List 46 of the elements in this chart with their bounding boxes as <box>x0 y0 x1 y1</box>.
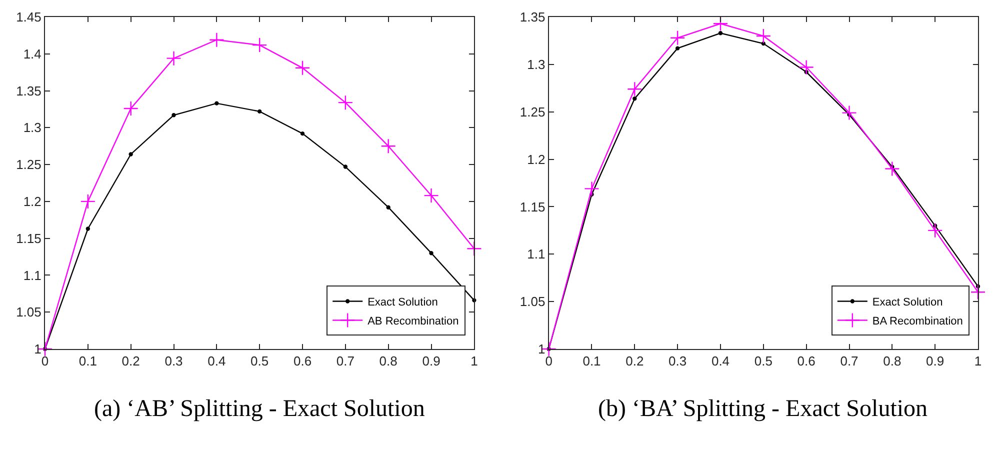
text: (b) ‘BA’ Splitting - Exact Solution <box>598 396 928 422</box>
y-tick-label: 1.3 <box>527 56 546 72</box>
y-tick-label: 1.1 <box>527 246 546 262</box>
y-tick-label: 1.35 <box>520 10 546 25</box>
y-tick-label: 1.15 <box>520 199 546 214</box>
x-tick-label: 1 <box>974 354 982 369</box>
text: (a) ‘AB’ Splitting - Exact Solution <box>94 396 425 422</box>
x-tick-label: 0.7 <box>840 354 858 369</box>
x-tick-label: 0.6 <box>293 354 312 369</box>
x-tick-label: 0 <box>545 354 552 369</box>
x-tick-label: 0.3 <box>164 354 183 369</box>
y-tick-label: 1.25 <box>16 157 42 172</box>
y-tick-label: 1.25 <box>520 104 546 120</box>
x-tick-label: 0.2 <box>626 354 644 369</box>
x-tick-label: 0.8 <box>379 354 398 369</box>
y-tick-label: 1.2 <box>527 152 546 167</box>
x-tick-label: 0.8 <box>883 354 902 369</box>
x-tick-label: 0.2 <box>122 354 140 369</box>
y-tick-label: 1 <box>34 342 42 357</box>
y-tick-label: 1.35 <box>16 83 42 98</box>
x-tick-label: 0.9 <box>422 354 440 369</box>
x-tick-label: 0.9 <box>926 354 944 369</box>
y-tick-label: 1 <box>538 342 546 357</box>
x-tick-label: 0.4 <box>208 354 226 369</box>
y-tick-label: 1.4 <box>23 46 42 62</box>
y-tick-label: 1.05 <box>16 304 42 320</box>
x-tick-label: 0.1 <box>78 354 97 369</box>
x-tick-label: 0.3 <box>668 354 687 369</box>
x-tick-label: 0.4 <box>711 354 730 369</box>
x-tick-label: 0.7 <box>336 354 354 369</box>
legend-label: BA Recombination <box>872 316 963 328</box>
x-tick-label: 0.5 <box>754 354 772 369</box>
y-tick-label: 1.3 <box>23 120 42 136</box>
y-tick-label: 1.45 <box>16 10 42 25</box>
y-tick-label: 1.1 <box>23 268 42 283</box>
x-tick-label: 0.6 <box>797 354 816 369</box>
x-tick-label: 1 <box>470 354 478 369</box>
y-tick-label: 1.05 <box>520 294 546 310</box>
legend-label: AB Recombination <box>368 316 459 328</box>
x-tick-label: 0 <box>41 354 49 369</box>
legend-label: Exact Solution <box>872 296 943 309</box>
x-tick-label: 0.5 <box>250 354 269 369</box>
legend-label: Exact Solution <box>368 296 438 309</box>
x-tick-label: 0.1 <box>582 354 601 369</box>
y-tick-label: 1.15 <box>16 230 42 246</box>
y-tick-label: 1.2 <box>23 194 42 209</box>
